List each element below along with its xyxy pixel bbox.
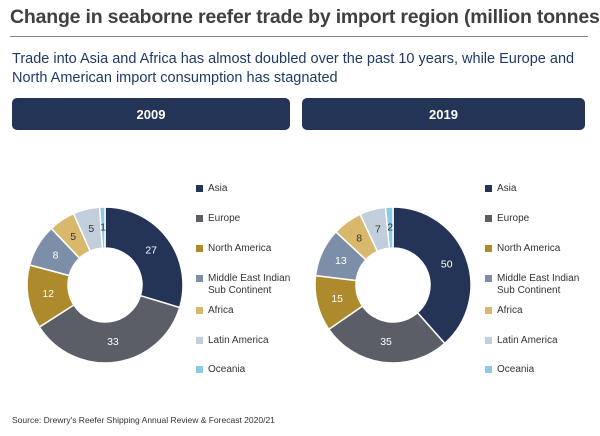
slice-value-label-asia: 50: [441, 259, 453, 271]
slice-value-label-north-america: 15: [331, 293, 343, 305]
slice-value-label-latin-america: 5: [88, 223, 94, 235]
legend-swatch: [485, 215, 492, 222]
legend-swatch: [485, 185, 492, 192]
slice-value-label-europe: 35: [380, 336, 392, 348]
legend-swatch: [485, 366, 492, 373]
legend-label: Middle East Indian Sub Continent: [208, 273, 291, 296]
slice-value-label-europe: 33: [107, 336, 119, 348]
page-title: Change in seaborne reefer trade by impor…: [10, 6, 600, 28]
legend-label: Asia: [208, 183, 228, 194]
donut-slice-europe: [327, 304, 446, 364]
legend-item-middle-east-indian-sub-continent: Middle East Indian Sub Continent: [485, 273, 579, 297]
legend-item-oceania: Oceania: [196, 364, 245, 376]
slice-value-label-middle-east-indian-sub-continent: 8: [53, 250, 59, 262]
legend-item-europe: Europe: [196, 213, 240, 225]
page-subtitle: Trade into Asia and Africa has almost do…: [12, 51, 575, 86]
legend-label: Middle East Indian Sub Continent: [497, 273, 580, 296]
legend-item-middle-east-indian-sub-continent: Middle East Indian Sub Continent: [196, 273, 290, 297]
legend-swatch: [485, 245, 492, 252]
donut-chart-2019: 50 35 15 13 8 7 2: [314, 206, 472, 364]
donut-slice-europe: [38, 294, 181, 364]
slice-value-label-latin-america: 7: [375, 224, 381, 236]
legend-swatch: [196, 245, 203, 252]
legend-swatch: [196, 366, 203, 373]
legend-item-europe: Europe: [485, 213, 529, 225]
legend-label: Oceania: [208, 364, 246, 375]
legend-label: Asia: [497, 183, 517, 194]
legend-swatch: [485, 307, 492, 314]
slice-value-label-oceania: 2: [387, 222, 393, 234]
slice-value-label-oceania: 1: [100, 222, 106, 234]
slice-value-label-africa: 8: [356, 232, 362, 244]
legend-item-africa: Africa: [485, 305, 523, 317]
legend-item-north-america: North America: [485, 243, 560, 255]
source-note: Source: Drewry's Reefer Shipping Annual …: [12, 415, 275, 425]
legend-item-north-america: North America: [196, 243, 271, 255]
legend-item-asia: Asia: [485, 183, 516, 195]
slice-value-label-africa: 5: [70, 231, 76, 243]
legend-swatch: [196, 185, 203, 192]
legend-item-africa: Africa: [196, 305, 234, 317]
slice-value-label-north-america: 12: [42, 288, 54, 300]
year-header-2009: 2009: [12, 98, 290, 130]
legend-swatch: [196, 337, 203, 344]
title-divider: [10, 36, 588, 37]
legend-label: North America: [208, 243, 272, 254]
donut-slice-asia: [392, 206, 472, 345]
legend-item-latin-america: Latin America: [196, 335, 269, 347]
legend-label: Africa: [497, 305, 523, 316]
donut-slice-asia: [104, 206, 184, 309]
legend-item-oceania: Oceania: [485, 364, 534, 376]
legend-label: Europe: [208, 213, 241, 224]
legend-label: Africa: [208, 305, 234, 316]
legend-label: North America: [497, 243, 561, 254]
legend-swatch: [485, 275, 492, 282]
legend-label: Oceania: [497, 364, 535, 375]
legend-swatch: [485, 337, 492, 344]
donut-slice-oceania: [384, 206, 394, 249]
donut-slice-oceania: [98, 206, 106, 249]
legend-label: Latin America: [497, 335, 558, 346]
year-header-2019: 2019: [302, 98, 585, 130]
slice-value-label-middle-east-indian-sub-continent: 13: [335, 255, 347, 267]
slice-value-label-asia: 27: [145, 245, 157, 257]
legend-item-latin-america: Latin America: [485, 335, 558, 347]
legend-label: Latin America: [208, 335, 269, 346]
legend-swatch: [196, 215, 203, 222]
legend-label: Europe: [497, 213, 530, 224]
legend-swatch: [196, 307, 203, 314]
legend-swatch: [196, 275, 203, 282]
legend-item-asia: Asia: [196, 183, 227, 195]
